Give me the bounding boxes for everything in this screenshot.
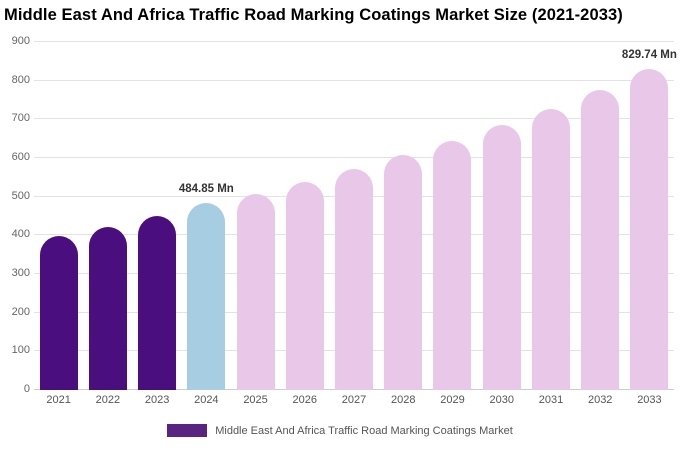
y-tick-label: 900 (11, 35, 30, 47)
gridline: 900 (12, 35, 674, 47)
y-tick-label: 300 (11, 267, 30, 279)
y-tick-label: 400 (11, 228, 30, 241)
x-tick-label: 2023 (144, 394, 170, 406)
y-tick-label: 100 (11, 344, 30, 357)
bar-series: 484.85 Mn 829.74 Mn (34, 42, 677, 390)
bar-2033 (630, 69, 669, 390)
bar-2029 (433, 140, 472, 390)
bar-2021 (39, 236, 78, 390)
chart-title: Middle East And Africa Traffic Road Mark… (4, 6, 623, 24)
x-axis-labels: 2021 2022 2023 2024 2025 2026 2027 2028 2029 2030… (34, 394, 674, 406)
bar-slot-2028 (379, 42, 428, 390)
bar-slot-2026 (280, 42, 329, 390)
y-tick-label: 0 (23, 383, 30, 395)
plot-area: 0 100 200 300 400 500 600 700 800 900 484.85 Mn 829… (12, 35, 677, 395)
x-tick-label: 2029 (440, 394, 465, 406)
x-tick-label: 2032 (587, 394, 613, 406)
x-tick-label: 2031 (538, 394, 564, 406)
y-tick-label: 800 (11, 73, 30, 86)
bar-2025 (236, 193, 275, 390)
y-tick-label: 500 (11, 189, 30, 202)
bar-slot-2022 (83, 42, 132, 390)
legend: Middle East And Africa Traffic Road Mark… (0, 424, 680, 437)
x-tick-label: 2027 (341, 394, 367, 406)
x-tick-label: 2030 (489, 394, 514, 406)
bar-2024 (187, 202, 226, 390)
bar-slot-2025 (231, 42, 280, 390)
gridline: 800 (12, 74, 674, 86)
y-tick-label: 600 (11, 151, 30, 163)
bar-2027 (335, 168, 374, 390)
bar-2028 (384, 155, 423, 390)
x-tick-label: 2033 (637, 394, 662, 406)
y-tick-label: 200 (11, 305, 30, 318)
bar-slot-2023 (132, 42, 181, 390)
x-tick-label: 2022 (95, 394, 121, 406)
bar-2030 (482, 125, 521, 390)
bar-2031 (531, 108, 570, 390)
x-tick-label: 2024 (194, 394, 219, 406)
bar-2032 (581, 90, 620, 390)
bar-2022 (88, 226, 127, 390)
bar-slot-2027 (329, 42, 378, 390)
bar-slot-2033: 829.74 Mn (621, 42, 677, 390)
y-tick-label: 700 (11, 112, 30, 125)
bar-slot-2030 (477, 42, 526, 390)
bar-value-label: 484.85 Mn (178, 182, 234, 195)
x-tick-label: 2025 (243, 394, 268, 406)
bar-2026 (285, 181, 324, 390)
bar-value-label: 829.74 Mn (621, 49, 677, 62)
x-tick-label: 2026 (292, 394, 318, 406)
gridline: 700 (12, 112, 674, 124)
gridline: 600 (12, 151, 674, 163)
x-tick-label: 2028 (391, 394, 416, 406)
x-tick-label: 2021 (46, 394, 71, 406)
bar-slot-2021 (34, 42, 83, 390)
bar-slot-2032 (576, 42, 625, 390)
legend-swatch (167, 424, 208, 437)
legend-label: Middle East And Africa Traffic Road Mark… (215, 424, 513, 437)
bar-slot-2029 (428, 42, 477, 390)
bar-slot-2024: 484.85 Mn (178, 42, 234, 390)
bar-slot-2031 (526, 42, 575, 390)
bar-2023 (138, 216, 177, 390)
